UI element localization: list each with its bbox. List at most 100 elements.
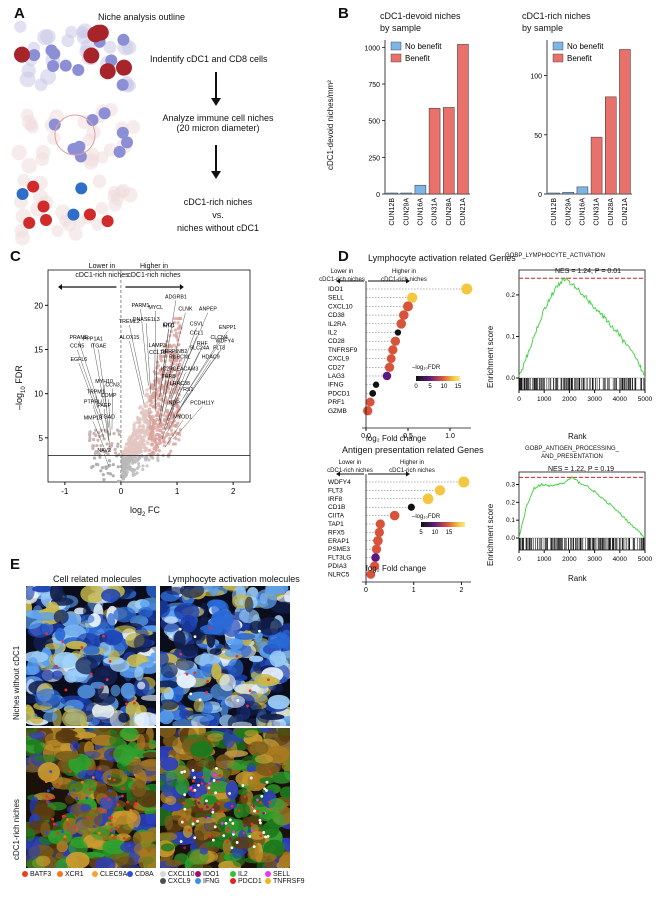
gene-point bbox=[131, 431, 135, 435]
panel-label-c: C bbox=[10, 248, 21, 265]
transcript-dot bbox=[130, 819, 134, 823]
tissue-blob bbox=[138, 759, 156, 767]
gene-point bbox=[177, 343, 181, 347]
volcano-xlabel: log2 FC bbox=[130, 505, 160, 518]
gene-point bbox=[162, 417, 166, 422]
transcript-dot bbox=[120, 794, 124, 798]
gene-leader bbox=[170, 336, 197, 401]
gene-point bbox=[148, 386, 152, 390]
tissue-blob bbox=[284, 590, 290, 604]
gene-label: MYOD1 bbox=[173, 414, 192, 420]
lollipop-dot bbox=[388, 345, 398, 355]
transcript-dot bbox=[228, 792, 232, 795]
x-tick-label: 1000 bbox=[537, 396, 552, 403]
gene-point bbox=[122, 457, 126, 461]
transcript-dot bbox=[258, 629, 261, 633]
transcript-dot bbox=[127, 844, 131, 848]
gene-leader bbox=[78, 362, 99, 416]
tissue-blob bbox=[106, 612, 116, 631]
gene-point bbox=[145, 464, 149, 468]
tissue-blob bbox=[195, 754, 209, 768]
gene-point bbox=[156, 371, 160, 375]
background-cell bbox=[21, 157, 38, 174]
legend-item-clec9a: CLEC9A bbox=[92, 871, 127, 878]
step-3-text: cDC1-rich niches vs. niches without cDC1 bbox=[176, 197, 260, 233]
tissue-blob bbox=[181, 643, 199, 657]
y-tick-label: 500 bbox=[368, 119, 380, 126]
tissue-blob bbox=[55, 750, 80, 760]
x-tick-label: CUN12B bbox=[551, 198, 558, 226]
gene-point bbox=[134, 433, 138, 438]
bar-cun12b bbox=[548, 192, 560, 195]
gene-point bbox=[100, 466, 105, 470]
tissue-blob bbox=[26, 728, 38, 734]
gene-label: PRAME bbox=[69, 335, 88, 341]
micro-image-right-bottom bbox=[160, 728, 290, 868]
lollipop-bottom-higher: Higher in cDC1-rich niches bbox=[389, 460, 435, 474]
gene-point bbox=[157, 380, 161, 384]
cd8-cell bbox=[48, 118, 61, 131]
gene-point bbox=[125, 459, 130, 463]
transcript-dot bbox=[222, 834, 226, 838]
transcript-dot bbox=[225, 840, 229, 844]
gene-label: PDIA3 bbox=[328, 563, 347, 570]
tissue-blob bbox=[244, 596, 254, 613]
gene-point bbox=[173, 316, 177, 321]
gene-point bbox=[122, 463, 126, 467]
transcript-dot bbox=[250, 822, 254, 826]
tissue-blob bbox=[247, 774, 258, 788]
gene-point bbox=[151, 386, 156, 390]
cdc1-cell bbox=[83, 47, 100, 64]
gene-label: SLC24A bbox=[190, 346, 210, 352]
legend-item-cxcl10: CXCL10 bbox=[160, 871, 195, 878]
tissue-blob bbox=[168, 780, 179, 787]
transcript-dot bbox=[248, 834, 252, 838]
transcript-dot bbox=[112, 778, 116, 782]
gene-point bbox=[148, 418, 152, 422]
gene-label: MMP13 bbox=[84, 415, 102, 421]
tissue-blob bbox=[51, 670, 63, 680]
tissue-blob bbox=[150, 652, 156, 662]
lollipop-bottom-lower: Lower in cDC1-rich niches bbox=[327, 460, 373, 474]
tissue-blob bbox=[219, 673, 236, 692]
transcript-dot bbox=[108, 659, 112, 663]
transcript-dot bbox=[55, 782, 59, 786]
cdc1-cell bbox=[90, 24, 107, 41]
gene-point bbox=[163, 440, 167, 444]
gene-point bbox=[133, 440, 138, 444]
tissue-blob bbox=[41, 622, 51, 635]
tissue-blob bbox=[269, 650, 287, 667]
transcript-dot bbox=[185, 672, 189, 676]
gene-point bbox=[116, 479, 121, 484]
transcript-dot bbox=[116, 797, 120, 801]
gene-point bbox=[138, 424, 143, 428]
gsea-bottom: 0 1000 2000 3000 4000 5000 0.0 0.1 0.2 0.3 bbox=[506, 471, 653, 563]
gene-point bbox=[156, 389, 160, 393]
transcript-dot bbox=[183, 818, 186, 822]
fdr-tick-label: 10 bbox=[432, 530, 439, 536]
gene-point bbox=[158, 428, 162, 433]
gene-point bbox=[178, 382, 182, 386]
gene-point bbox=[156, 411, 160, 415]
tissue-blob bbox=[27, 657, 39, 676]
transcript-dot bbox=[268, 770, 272, 774]
lollipop-dot bbox=[366, 569, 376, 579]
gene-point bbox=[160, 422, 164, 426]
transcript-dot bbox=[73, 780, 76, 784]
gene-point bbox=[175, 351, 179, 355]
y-tick-label: 5 bbox=[39, 434, 44, 443]
gene-point bbox=[177, 316, 181, 321]
tissue-blob bbox=[231, 847, 245, 859]
x-tick-label: 3000 bbox=[587, 396, 602, 403]
tissue-blob bbox=[195, 816, 216, 824]
lollipop-dot bbox=[386, 354, 396, 364]
chart-b2-title: cDC1-rich niches by sample bbox=[522, 11, 591, 33]
transcript-dot bbox=[265, 780, 269, 784]
transcript-dot bbox=[251, 829, 254, 833]
gene-point bbox=[168, 420, 172, 424]
tissue-blob bbox=[236, 803, 251, 818]
transcript-dot bbox=[232, 830, 236, 834]
tissue-blob bbox=[35, 855, 51, 867]
gene-leader bbox=[103, 408, 109, 441]
transcript-dot bbox=[248, 689, 252, 693]
